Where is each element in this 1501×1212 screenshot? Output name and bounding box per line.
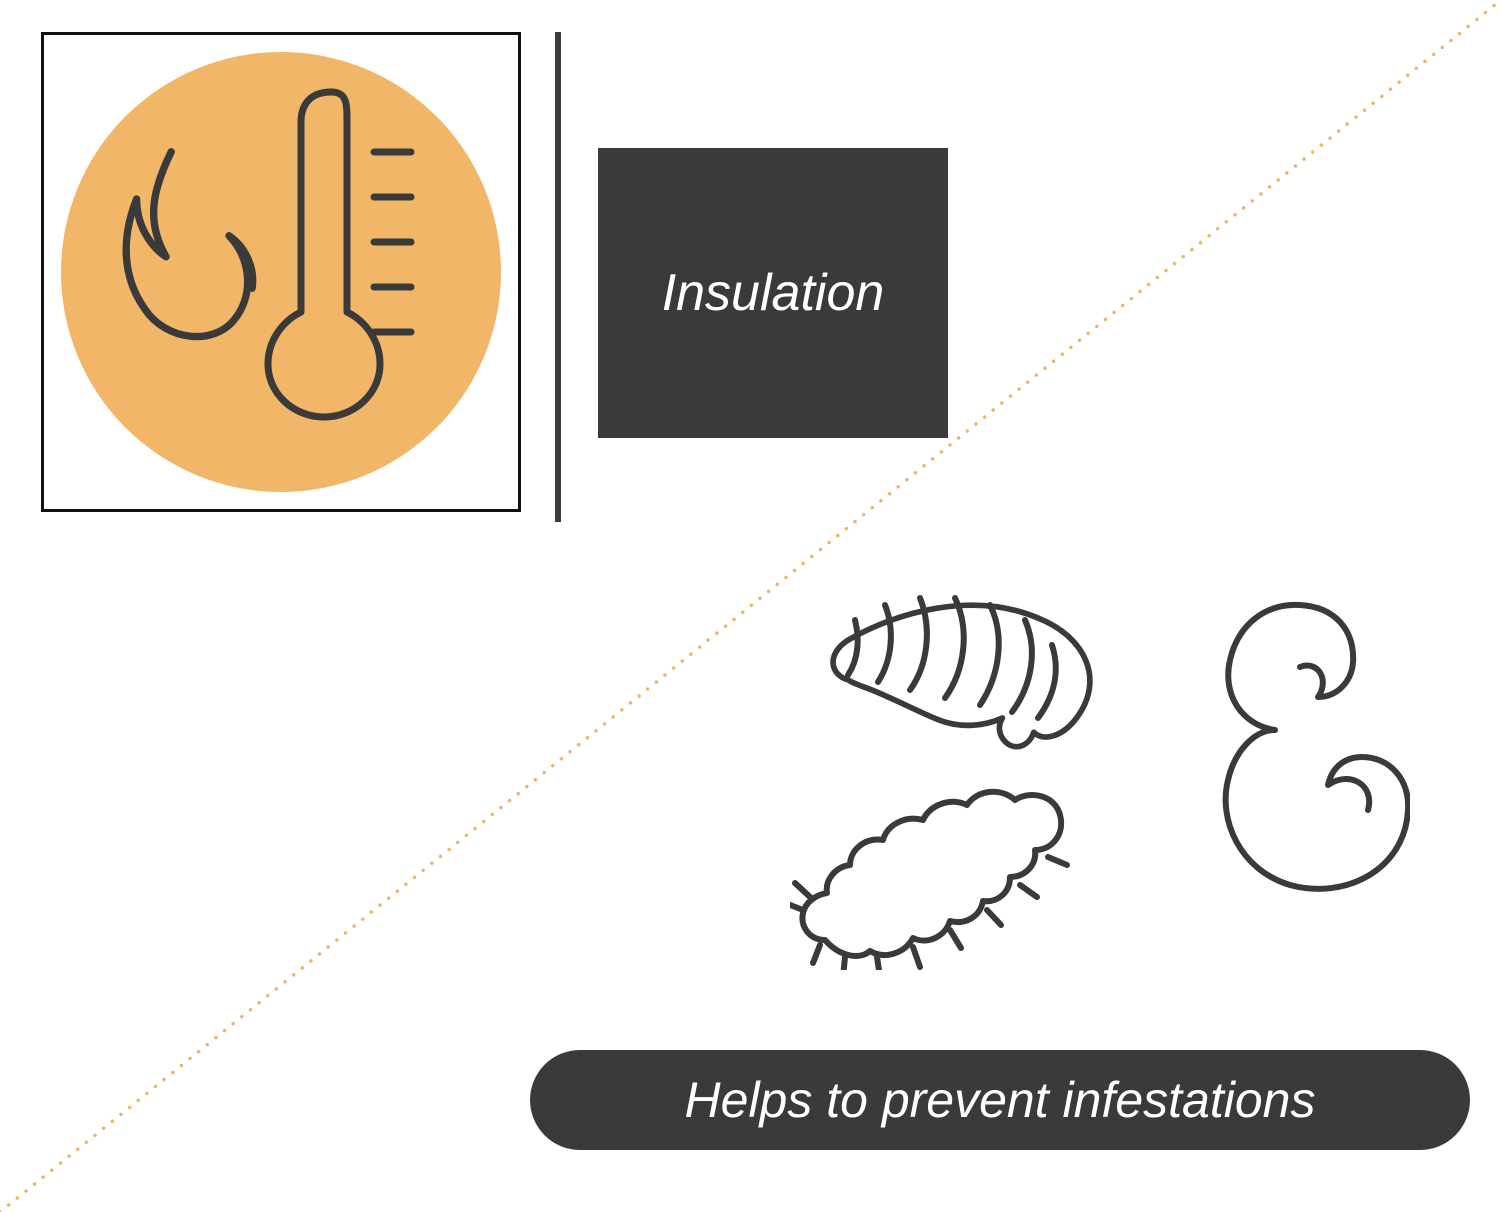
insulation-label-text: Insulation bbox=[662, 263, 885, 323]
vertical-divider bbox=[555, 32, 561, 522]
grub-icon bbox=[833, 598, 1090, 747]
infographic-canvas: Insulation bbox=[0, 0, 1501, 1212]
thermometer-flame-icon bbox=[91, 82, 471, 462]
pests-icon-group bbox=[790, 570, 1410, 970]
insulation-icon-frame bbox=[41, 32, 521, 512]
insulation-label-box: Insulation bbox=[598, 148, 948, 438]
caption-text: Helps to prevent infestations bbox=[685, 1071, 1316, 1129]
insulation-icon-circle bbox=[61, 52, 501, 492]
caterpillar-icon bbox=[790, 792, 1067, 970]
worm-icon bbox=[1226, 605, 1408, 889]
caption-pill: Helps to prevent infestations bbox=[530, 1050, 1470, 1150]
